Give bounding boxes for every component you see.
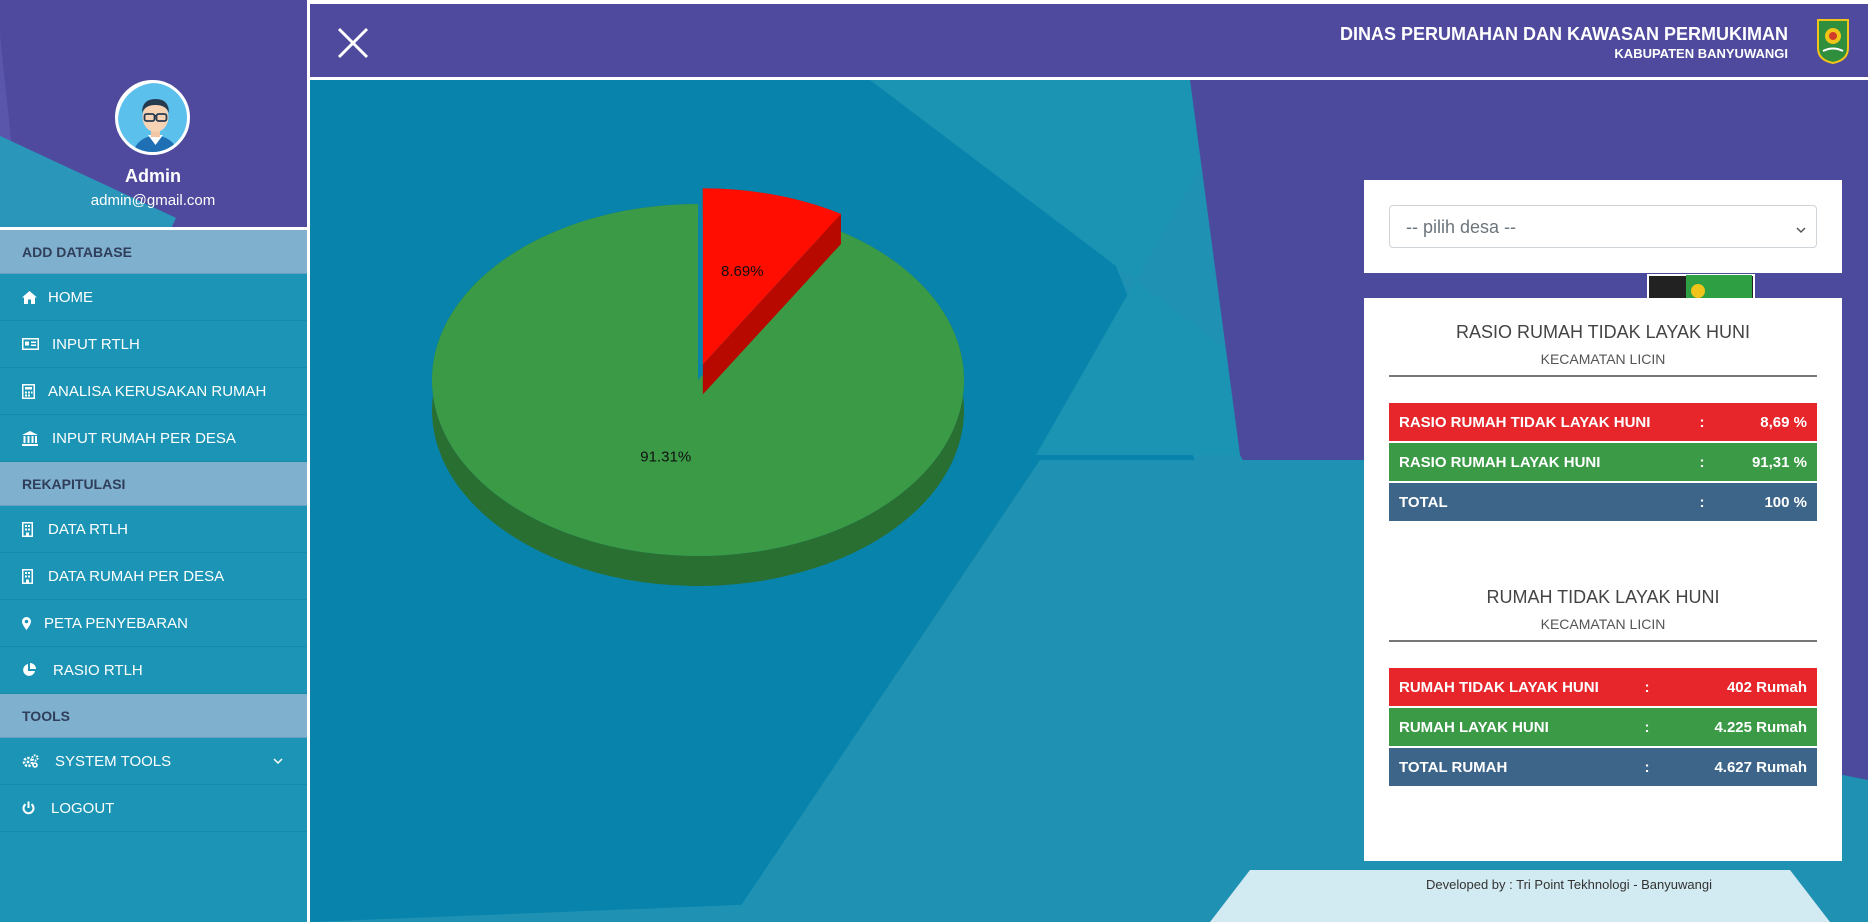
home-icon [22,290,48,304]
sidebar-item-rasio-rtlh[interactable]: RASIO RTLH [0,647,307,694]
table-row: TOTAL : 100 % [1389,483,1817,523]
chevron-down-icon[interactable] [273,752,283,769]
row-value: 4.627 Rumah [1714,758,1807,776]
row-value: 100 % [1764,493,1807,511]
pie-chart-icon [22,663,53,677]
profile-card: Admin admin@gmail.com [0,0,307,230]
row-label: TOTAL [1399,493,1448,511]
sidebar-item-input-rtlh[interactable]: INPUT RTLH [0,321,307,368]
sidebar-item-label: RASIO RTLH [53,661,143,679]
sidebar-item-input-rumah-per-desa[interactable]: INPUT RUMAH PER DESA [0,415,307,462]
row-value: 4.225 Rumah [1714,718,1807,736]
row-separator: : [1644,758,1650,776]
row-separator: : [1699,413,1705,431]
sidebar-item-label: DATA RTLH [48,520,129,538]
sidebar-item-label: SYSTEM TOOLS [55,752,172,770]
pie-data-label: 91.31% [640,448,691,465]
profile-email: admin@gmail.com [90,192,216,209]
id-card-icon [22,338,52,350]
section-add-database: ADD DATABASE [0,230,307,274]
footer-credit: Developed by : Tri Point Tekhnologi - Ba… [1426,877,1712,892]
gears-icon [22,754,55,768]
header-subtitle: KABUPATEN BANYUWANGI [1614,46,1788,61]
pie-chart: 8.69% 91.31% [431,188,964,586]
table-row: RUMAH TIDAK LAYAK HUNI : 402 Rumah [1389,668,1817,708]
row-label: TOTAL RUMAH [1399,758,1508,776]
sidebar-item-peta-penyebaran[interactable]: PETA PENYEBARAN [0,600,307,647]
table-row: RUMAH LAYAK HUNI : 4.225 Rumah [1389,708,1817,748]
row-separator: : [1644,678,1650,696]
sidebar-item-data-rtlh[interactable]: DATA RTLH [0,506,307,553]
count-title: RUMAH TIDAK LAYAK HUNI [1486,587,1720,607]
main-content: 8.69% 91.31% -- pilih desa -- RASIO RUMAH… [310,80,1868,922]
section-tools: TOOLS [0,694,307,738]
row-separator: : [1699,453,1705,471]
desa-select[interactable]: -- pilih desa -- [1389,205,1817,248]
count-table: RUMAH TIDAK LAYAK HUNI : 402 Rumah RUMAH… [1389,668,1817,788]
avatar[interactable] [115,80,190,155]
building-icon [22,521,48,537]
banyuwangi-emblem-icon [1816,18,1850,65]
sidebar-item-label: LOGOUT [51,799,115,817]
sidebar: Admin admin@gmail.com ADD DATABASE HOME … [0,0,310,922]
table-row: RASIO RUMAH LAYAK HUNI : 91,31 % [1389,443,1817,483]
stats-panel: RASIO RUMAH TIDAK LAYAK HUNI KECAMATAN L… [1364,298,1842,861]
ratio-title: RASIO RUMAH TIDAK LAYAK HUNI [1455,322,1751,342]
count-subtitle: KECAMATAN LICIN [1540,616,1666,632]
pie-slice[interactable] [702,188,841,365]
row-label: RASIO RUMAH TIDAK LAYAK HUNI [1399,413,1651,431]
profile-name: Admin [125,166,181,186]
row-label: RUMAH TIDAK LAYAK HUNI [1399,678,1599,696]
sidebar-item-label: DATA RUMAH PER DESA [48,567,225,585]
bg-light-bottom [1210,870,1830,922]
sidebar-item-label: PETA PENYEBARAN [44,614,188,632]
divider [1389,375,1817,377]
sidebar-item-label: INPUT RUMAH PER DESA [52,429,236,447]
bg-teal-wedge [310,460,1540,922]
map-marker-icon [22,616,44,630]
pie-slice[interactable] [432,204,964,556]
row-value: 402 Rumah [1726,678,1807,696]
row-separator: : [1699,493,1705,511]
row-label: RASIO RUMAH LAYAK HUNI [1399,453,1601,471]
select-panel: -- pilih desa -- [1364,180,1842,273]
sidebar-item-system-tools[interactable]: SYSTEM TOOLS [0,738,307,785]
sidebar-item-label: HOME [48,288,93,306]
calculator-icon [22,383,48,399]
ratio-subtitle: KECAMATAN LICIN [1540,351,1666,367]
row-separator: : [1644,718,1650,736]
building-icon [22,568,48,584]
pie-data-label: 8.69% [721,263,764,280]
power-icon [22,801,51,815]
sidebar-item-analisa-kerusakan-rumah[interactable]: ANALISA KERUSAKAN RUMAH [0,368,307,415]
ratio-table: RASIO RUMAH TIDAK LAYAK HUNI : 8,69 % RA… [1389,403,1817,523]
bank-icon [22,430,52,446]
header-title: DINAS PERUMAHAN DAN KAWASAN PERMUKIMAN [1339,24,1788,44]
sidebar-item-home[interactable]: HOME [0,274,307,321]
table-row: RASIO RUMAH TIDAK LAYAK HUNI : 8,69 % [1389,403,1817,443]
table-row: TOTAL RUMAH : 4.627 Rumah [1389,748,1817,788]
divider [1389,640,1817,642]
sidebar-item-data-rumah-per-desa[interactable]: DATA RUMAH PER DESA [0,553,307,600]
row-value: 91,31 % [1751,453,1807,471]
close-icon[interactable] [336,26,370,60]
row-value: 8,69 % [1760,413,1807,431]
row-label: RUMAH LAYAK HUNI [1399,718,1549,736]
section-rekapitulasi: REKAPITULASI [0,462,307,506]
sidebar-item-logout[interactable]: LOGOUT [0,785,307,832]
sidebar-item-label: INPUT RTLH [52,335,140,353]
pie-slice-cut [702,213,841,395]
sidebar-item-label: ANALISA KERUSAKAN RUMAH [48,382,267,400]
top-header: DINAS PERUMAHAN DAN KAWASAN PERMUKIMAN K… [310,0,1868,80]
